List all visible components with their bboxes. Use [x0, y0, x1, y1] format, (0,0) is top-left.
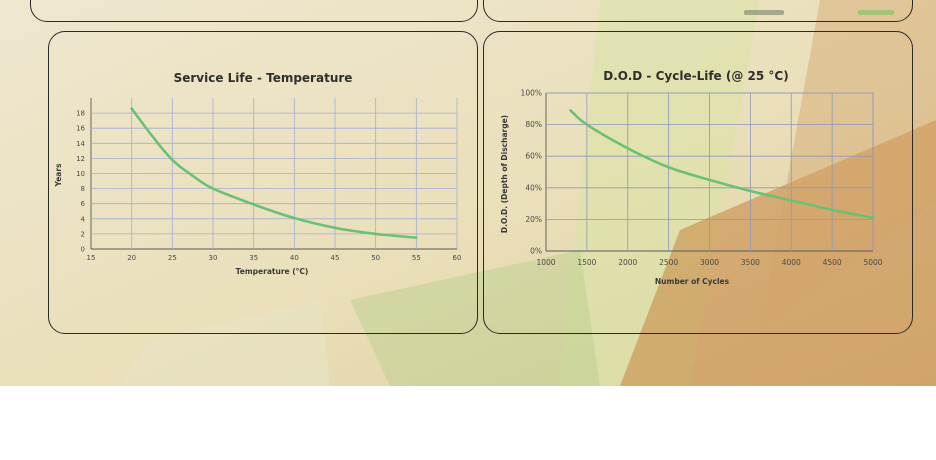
series-group — [569, 109, 875, 220]
background-shape — [120, 300, 330, 386]
cropped-fragment — [858, 10, 894, 15]
y-tick-label: 14 — [76, 140, 85, 148]
y-tick-label: 6 — [81, 200, 86, 208]
y-tick-label: 80% — [525, 120, 542, 129]
y-tick-label: 100% — [521, 89, 542, 98]
cropped-legend-fragment — [744, 9, 894, 15]
x-tick-label: 15 — [87, 254, 96, 262]
x-tick-label: 20 — [127, 254, 136, 262]
y-tick-label: 2 — [81, 230, 85, 238]
y-tick-label: 60% — [525, 152, 542, 161]
chart-title: Service Life - Temperature — [174, 71, 353, 85]
x-tick-label: 5000 — [863, 258, 882, 267]
series-group — [130, 107, 418, 239]
y-tick-label: 0% — [530, 247, 542, 256]
x-tick-labels: 15 20 25 30 35 40 45 50 55 60 — [87, 254, 462, 262]
x-axis-label: Number of Cycles — [655, 277, 730, 286]
x-tick-label: 4500 — [823, 258, 842, 267]
y-tick-labels: 0% 20% 40% 60% 80% 100% — [521, 89, 542, 256]
x-tick-label: 40 — [290, 254, 299, 262]
y-tick-label: 20% — [525, 215, 542, 224]
x-tick-label: 1500 — [577, 258, 596, 267]
x-tick-label: 3000 — [700, 258, 719, 267]
cropped-fragment — [744, 10, 784, 15]
x-tick-label: 55 — [412, 254, 421, 262]
y-tick-label: 16 — [76, 125, 85, 133]
dod-cycle-life-panel — [483, 31, 913, 334]
grid — [90, 98, 458, 250]
y-tick-label: 40% — [525, 183, 542, 192]
x-tick-label: 50 — [371, 254, 380, 262]
x-tick-label: 60 — [453, 254, 462, 262]
x-axis-label: Temperature (°C) — [236, 267, 309, 276]
y-tick-label: 8 — [81, 185, 85, 193]
service-life-panel — [48, 31, 478, 334]
x-tick-label: 35 — [249, 254, 258, 262]
x-tick-labels: 1000 1500 2000 2500 3000 3500 4000 4500 5000 — [536, 258, 882, 267]
y-tick-label: 0 — [81, 246, 85, 254]
x-tick-label: 2000 — [618, 258, 637, 267]
y-tick-labels: 0 2 4 6 8 10 12 14 16 18 — [76, 110, 85, 254]
x-tick-label: 25 — [168, 254, 177, 262]
y-axis-label: Years — [54, 163, 63, 188]
x-tick-label: 45 — [331, 254, 340, 262]
x-tick-label: 1000 — [536, 258, 555, 267]
y-tick-label: 12 — [76, 155, 85, 163]
background-shape — [620, 120, 936, 386]
x-tick-label: 4000 — [782, 258, 801, 267]
background-shape — [760, 0, 936, 330]
x-tick-label: 3500 — [741, 258, 760, 267]
series-line — [130, 107, 418, 239]
page-bottom-margin — [0, 386, 936, 460]
y-axis-label: D.O.D. (Depth of Discharge) — [500, 115, 509, 233]
x-tick-label: 30 — [209, 254, 218, 262]
series-line — [569, 109, 875, 220]
y-tick-label: 18 — [76, 110, 85, 118]
x-tick-label: 2500 — [659, 258, 678, 267]
y-tick-label: 4 — [81, 215, 86, 223]
chart-title: D.O.D - Cycle-Life (@ 25 °C) — [603, 69, 788, 83]
grid — [545, 92, 874, 252]
y-tick-label: 10 — [76, 170, 85, 178]
background-shape — [560, 0, 760, 386]
